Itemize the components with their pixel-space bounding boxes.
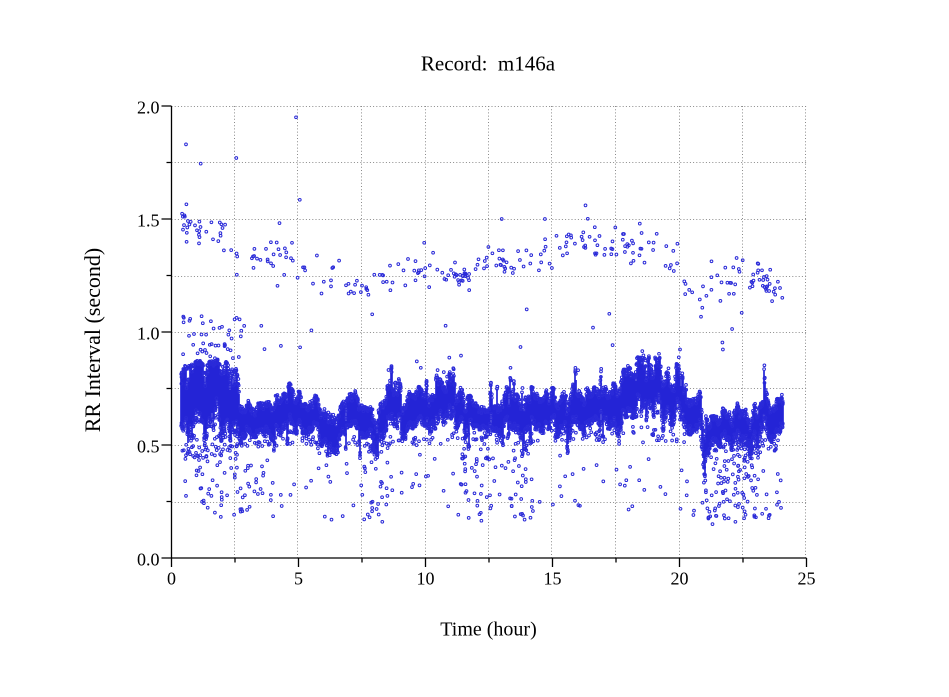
svg-text:1.5: 1.5 xyxy=(137,210,160,230)
svg-text:0.0: 0.0 xyxy=(137,549,160,569)
svg-text:Record: m146a: Record: m146a xyxy=(421,52,556,76)
svg-text:RR Interval (second): RR Interval (second) xyxy=(80,248,105,433)
svg-text:1.0: 1.0 xyxy=(137,323,160,343)
svg-text:5: 5 xyxy=(294,568,303,588)
svg-text:15: 15 xyxy=(544,568,562,588)
svg-text:25: 25 xyxy=(798,568,816,588)
svg-text:0: 0 xyxy=(167,568,176,588)
svg-text:0.5: 0.5 xyxy=(137,436,160,456)
svg-text:2.0: 2.0 xyxy=(137,97,160,117)
svg-text:20: 20 xyxy=(671,568,689,588)
svg-text:Time (hour): Time (hour) xyxy=(440,619,536,641)
svg-text:10: 10 xyxy=(417,568,435,588)
